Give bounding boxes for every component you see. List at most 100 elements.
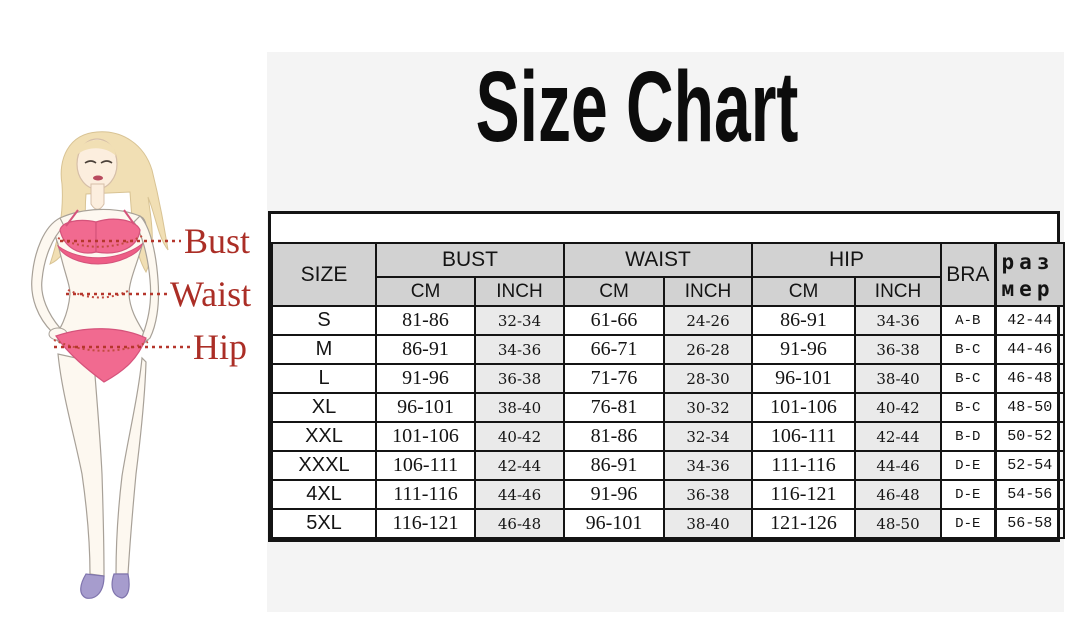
- header-group-row: SIZE BUST WAIST HIP BRA размер: [271, 242, 1066, 307]
- cell-bust-inch: 40-42: [473, 421, 566, 452]
- fringe: [78, 140, 116, 156]
- bikini-bottom: [55, 328, 147, 383]
- cell-size: 5XL: [271, 508, 377, 539]
- cell-waist-cm: 86-91: [563, 450, 666, 481]
- cell-bra: D-E: [940, 479, 997, 510]
- header-razmer: размер: [993, 242, 1066, 307]
- cell-size: L: [271, 363, 377, 394]
- bikini-band: [56, 242, 143, 265]
- cell-bust-cm: 111-116: [375, 479, 476, 510]
- cell-waist-inch: 36-38: [663, 479, 754, 510]
- cell-razmer: 42-44: [993, 305, 1066, 336]
- header-waist: WAIST: [563, 242, 754, 278]
- cell-waist-cm: 71-76: [563, 363, 666, 394]
- cell-size: XL: [271, 392, 377, 423]
- cell-bra: B-C: [940, 334, 997, 365]
- cell-razmer: 50-52: [993, 421, 1066, 452]
- cell-waist-inch: 26-28: [663, 334, 754, 365]
- cell-hip-inch: 44-46: [854, 450, 943, 481]
- cell-bust-cm: 116-121: [375, 508, 476, 539]
- header-hip-inch: INCH: [854, 276, 943, 307]
- cell-waist-inch: 28-30: [663, 363, 754, 394]
- table-row: XL 96-101 38-40 76-81 30-32 101-106 40-42 B-C 48…: [271, 392, 1066, 423]
- table-row: XXL 101-106 40-42 81-86 32-34 106-111 42-44 B-D…: [271, 421, 1066, 452]
- size-chart-table: SIZE BUST WAIST HIP BRA размер CM INCH C…: [271, 242, 1066, 539]
- cell-hip-cm: 101-106: [751, 392, 857, 423]
- cell-waist-cm: 81-86: [563, 421, 666, 452]
- cell-bust-cm: 96-101: [375, 392, 476, 423]
- right-shoe: [111, 573, 130, 599]
- cell-hip-cm: 86-91: [751, 305, 857, 336]
- cell-waist-inch: 32-34: [663, 421, 754, 452]
- cell-bust-inch: 46-48: [473, 508, 566, 539]
- cell-waist-cm: 66-71: [563, 334, 666, 365]
- cell-waist-inch: 38-40: [663, 508, 754, 539]
- left-leg: [57, 353, 105, 577]
- bikini-straps: [65, 209, 135, 227]
- header-bust-cm: CM: [375, 276, 476, 307]
- cell-bra: B-C: [940, 363, 997, 394]
- cell-bra: B-C: [940, 392, 997, 423]
- cell-hip-inch: 38-40: [854, 363, 943, 394]
- cell-hip-cm: 91-96: [751, 334, 857, 365]
- header-bust-inch: INCH: [473, 276, 566, 307]
- cell-hip-inch: 42-44: [854, 421, 943, 452]
- cell-bra: D-E: [940, 450, 997, 481]
- cell-size: 4XL: [271, 479, 377, 510]
- cell-waist-inch: 24-26: [663, 305, 754, 336]
- hip-label: Hip: [193, 327, 247, 367]
- cell-bust-inch: 36-38: [473, 363, 566, 394]
- cell-bust-cm: 81-86: [375, 305, 476, 336]
- size-chart-table-box: SIZE BUST WAIST HIP BRA размер CM INCH C…: [268, 211, 1066, 542]
- table-row: 5XL 116-121 46-48 96-101 38-40 121-126 48-50 D-…: [271, 508, 1066, 539]
- table-row: XXXL 106-111 42-44 86-91 34-36 111-116 44-46 D-…: [271, 450, 1066, 481]
- waist-label: Waist: [170, 274, 252, 314]
- table-row: S 81-86 32-34 61-66 24-26 86-91 34-36 A-B 42-44: [271, 305, 1066, 336]
- measurement-figure: [31, 131, 190, 599]
- cell-hip-inch: 46-48: [854, 479, 943, 510]
- cell-bust-cm: 101-106: [375, 421, 476, 452]
- cell-waist-cm: 91-96: [563, 479, 666, 510]
- header-size: SIZE: [271, 242, 377, 307]
- cell-razmer: 56-58: [993, 508, 1066, 539]
- neck: [90, 183, 105, 210]
- header-waist-inch: INCH: [663, 276, 754, 307]
- cell-hip-cm: 116-121: [751, 479, 857, 510]
- cell-size: S: [271, 305, 377, 336]
- cell-hip-cm: 111-116: [751, 450, 857, 481]
- cell-hip-cm: 121-126: [751, 508, 857, 539]
- cell-waist-cm: 61-66: [563, 305, 666, 336]
- cell-razmer: 44-46: [993, 334, 1066, 365]
- waist-band-dashes: [67, 289, 131, 299]
- right-leg: [115, 356, 147, 575]
- header-bust: BUST: [374, 242, 566, 278]
- cell-size: XXXL: [271, 450, 377, 481]
- table-row: 4XL 111-116 44-46 91-96 36-38 116-121 46-48 D-E…: [271, 479, 1066, 510]
- cell-hip-inch: 48-50: [854, 508, 943, 539]
- cell-waist-cm: 96-101: [563, 508, 666, 539]
- cell-bra: A-B: [940, 305, 997, 336]
- cell-hip-inch: 34-36: [854, 305, 943, 336]
- cell-hip-inch: 36-38: [854, 334, 943, 365]
- header-unit-row: CM INCH CM INCH CM INCH: [272, 276, 1064, 307]
- cell-bra: B-D: [940, 421, 997, 452]
- table-row: L 91-96 36-38 71-76 28-30 96-101 38-40 B-C 46-48: [271, 363, 1066, 394]
- header-hip-cm: CM: [751, 276, 857, 307]
- header-waist-cm: CM: [563, 276, 666, 307]
- woman-sketch: [31, 131, 169, 599]
- lips: [93, 175, 103, 181]
- bikini-top-right-cup: [95, 218, 141, 254]
- cell-bust-cm: 106-111: [375, 450, 476, 481]
- cell-razmer: 54-56: [993, 479, 1066, 510]
- cell-razmer: 52-54: [993, 450, 1066, 481]
- cell-bust-cm: 86-91: [375, 334, 476, 365]
- eyes: [84, 160, 113, 164]
- cell-size: XXL: [271, 421, 377, 452]
- cell-hip-cm: 106-111: [751, 421, 857, 452]
- cell-size: M: [271, 334, 377, 365]
- cell-bust-inch: 42-44: [473, 450, 566, 481]
- cell-bust-inch: 32-34: [473, 305, 566, 336]
- cell-bust-cm: 91-96: [375, 363, 476, 394]
- hip-band-dashes: [53, 339, 149, 352]
